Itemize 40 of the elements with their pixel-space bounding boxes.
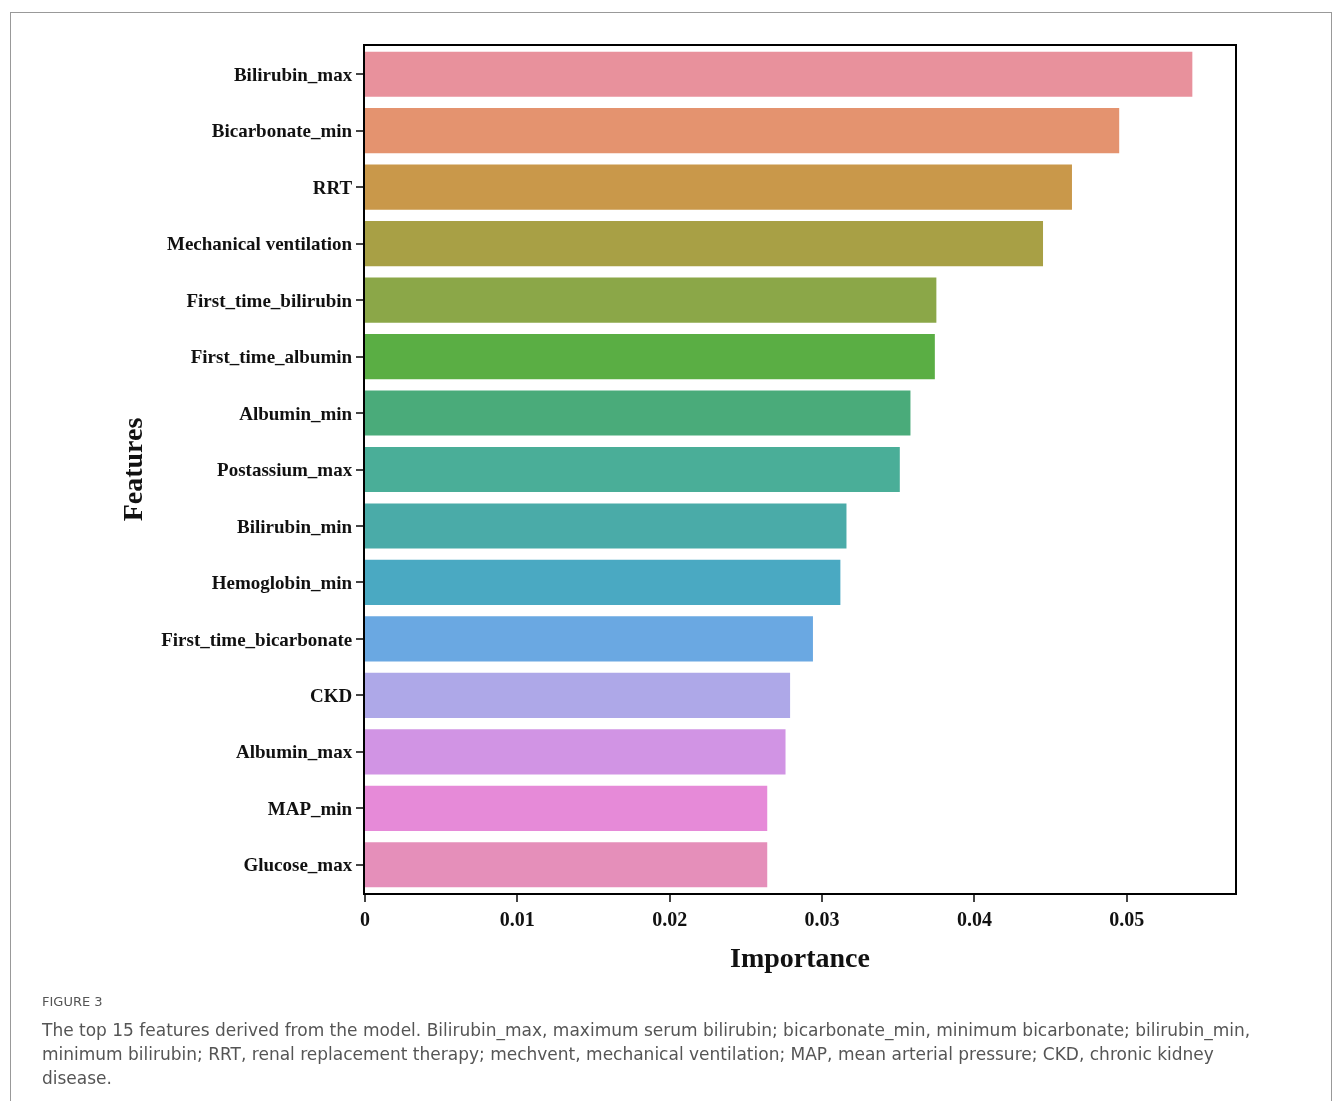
caption: FIGURE 3: [42, 993, 104, 1011]
y-tick-label: First_time_bicarbonate: [161, 628, 353, 650]
bar: [365, 164, 1072, 210]
bar: [365, 333, 935, 380]
y-tick-label: Albumin_min: [239, 402, 353, 424]
bar: [365, 672, 791, 718]
y-tick-label: Glucose_max: [243, 854, 353, 876]
y-tick-label: Bilirubin_max: [233, 63, 353, 85]
bar: [365, 729, 786, 775]
y-tick-label: Albumin_max: [236, 741, 353, 763]
bar: [365, 51, 1193, 97]
x-tick-label: 0.01: [499, 908, 535, 930]
x-axis-title: Importance: [730, 941, 870, 973]
bar: [365, 108, 1120, 154]
y-tick-label: Mechanical ventilation: [166, 233, 353, 255]
y-tick-label: First_time_bilirubin: [186, 289, 353, 311]
bar: [365, 221, 1044, 267]
y-tick-label: CKD: [309, 685, 353, 707]
bar: [365, 446, 900, 493]
bar: [365, 277, 937, 323]
y-tick-label: RRT: [312, 176, 353, 198]
x-tick-label: 0.03: [804, 908, 840, 930]
x-tick-label: 0.02: [652, 908, 688, 930]
bar: [365, 785, 768, 831]
x-tick-label: 0.05: [1109, 908, 1145, 930]
y-tick-label: MAP_min: [267, 797, 353, 819]
y-tick-label: First_time_albumin: [190, 346, 353, 368]
bar: [365, 503, 847, 549]
y-tick-label: Bilirubin_min: [237, 515, 353, 537]
bar: [365, 559, 841, 606]
text: The top 15 features derived from the model. Bilirubin_max, maximum serum bilirubin; bicarbonate_min, minimum bicarbonate; bilirubin_min, minimum bilirubin; RRT, renal replacement therapy; mechvent, mechanical ventilation; MAP, mean arterial pressure; CKD, chronic kidney disease.: [42, 1019, 1252, 1090]
y-tick-label: Hemoglobin_min: [211, 572, 353, 594]
bar: [365, 390, 911, 436]
x-tick-label: 0: [360, 908, 370, 930]
y-tick-label: Postassium_max: [217, 459, 353, 481]
y-axis-title: Features: [117, 417, 149, 522]
bar: [365, 616, 813, 662]
x-tick-label: 0.04: [956, 908, 992, 930]
y-tick-label: Bicarbonate_min: [211, 120, 353, 142]
bar: [365, 842, 768, 888]
